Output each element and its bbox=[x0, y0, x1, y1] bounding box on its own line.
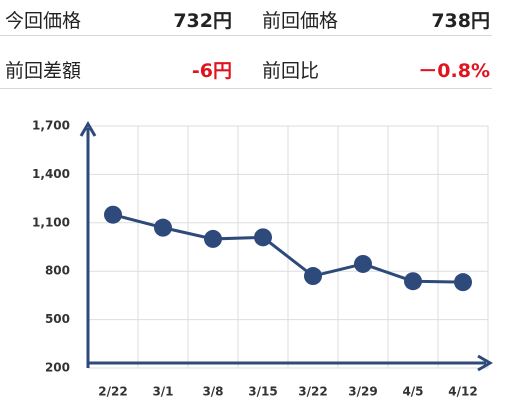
y-tick-label: 1,400 bbox=[32, 167, 70, 181]
value: -6円 bbox=[191, 60, 232, 82]
x-tick-label: 4/5 bbox=[402, 385, 423, 399]
x-tick-label: 4/12 bbox=[448, 385, 477, 399]
y-tick-label: 200 bbox=[45, 361, 70, 375]
x-tick-label: 3/8 bbox=[202, 385, 223, 399]
x-axis-arrow bbox=[477, 354, 493, 372]
marker bbox=[454, 273, 472, 292]
y-tick-label: 500 bbox=[45, 312, 70, 326]
divider bbox=[0, 88, 492, 89]
marker bbox=[254, 228, 272, 247]
marker bbox=[154, 218, 172, 237]
label: 前回価格 bbox=[262, 10, 339, 32]
x-tick-label: 2/22 bbox=[98, 385, 127, 399]
marker bbox=[304, 267, 322, 286]
y-axis-arrow bbox=[79, 121, 97, 137]
value: －0.8% bbox=[418, 60, 490, 82]
value: 738円 bbox=[431, 10, 490, 32]
label: 前回比 bbox=[262, 60, 320, 82]
x-tick-label: 3/29 bbox=[348, 385, 377, 399]
marker bbox=[404, 272, 422, 291]
y-tick-label: 800 bbox=[45, 264, 70, 278]
x-tick-label: 3/1 bbox=[152, 385, 173, 399]
x-tick-label: 3/15 bbox=[248, 385, 277, 399]
y-tick-label: 1,700 bbox=[32, 119, 70, 133]
label: 前回差額 bbox=[5, 60, 82, 82]
y-tick-label: 1,100 bbox=[32, 215, 70, 229]
marker bbox=[204, 229, 222, 248]
value: 732円 bbox=[173, 10, 232, 32]
marker bbox=[104, 205, 122, 224]
divider bbox=[0, 35, 492, 36]
label: 今回価格 bbox=[5, 10, 82, 32]
marker bbox=[354, 254, 372, 273]
x-tick-label: 3/22 bbox=[298, 385, 327, 399]
